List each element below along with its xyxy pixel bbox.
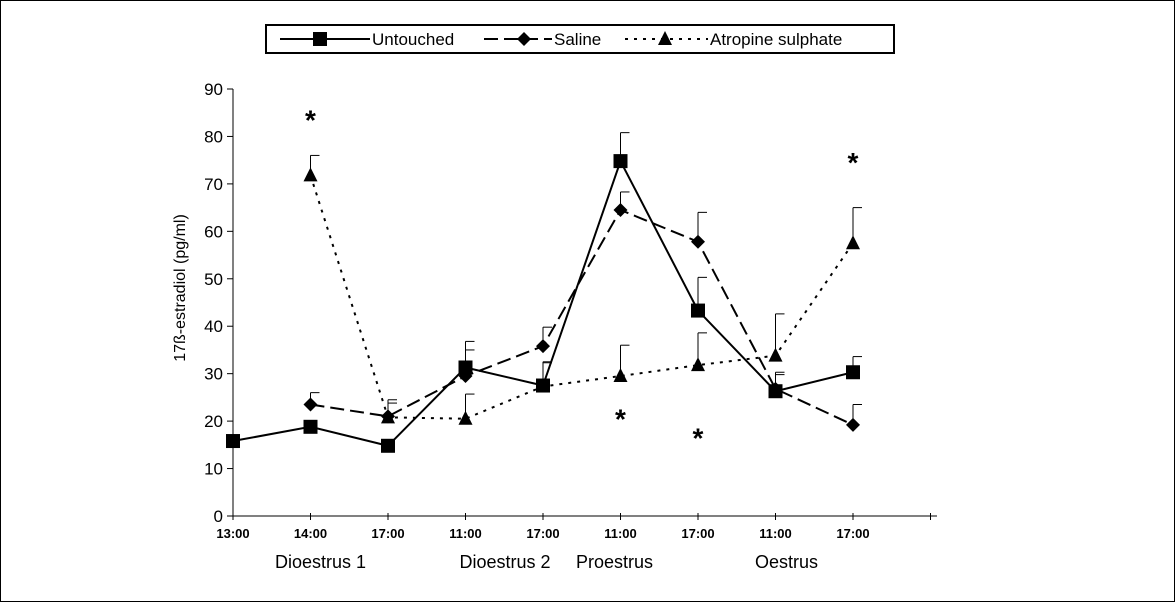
significance-asterisk: * [693,422,704,453]
y-tick-label: 30 [204,365,223,384]
marker-square [769,384,783,398]
significance-asterisk: * [848,147,859,178]
x-group-label: Dioestrus 2 [459,552,550,572]
x-tick-label: 17:00 [371,526,404,541]
marker-square [846,365,860,379]
y-tick-label: 0 [214,507,223,526]
significance-asterisk: * [615,403,626,434]
legend-label: Saline [554,30,601,49]
significance-asterisk: * [305,104,316,135]
x-group-label: Dioestrus 1 [275,552,366,572]
marker-square [459,360,473,374]
legend: Untouched Saline Atropine sulphate [266,25,894,53]
x-tick-label: 17:00 [681,526,714,541]
x-group-label: Proestrus [576,552,653,572]
x-tick-label: 11:00 [449,526,482,541]
y-axis-label: 17ß-estradiol (pg/ml) [172,214,189,362]
x-tick-label: 11:00 [604,526,637,541]
marker-square [313,32,327,46]
y-tick-label: 80 [204,127,223,146]
y-tick-label: 90 [204,80,223,99]
y-tick-label: 50 [204,270,223,289]
marker-square [304,420,318,434]
marker-square [691,304,705,318]
y-tick-label: 70 [204,175,223,194]
x-group-label: Oestrus [755,552,818,572]
x-tick-label: 14:00 [294,526,327,541]
x-tick-label: 11:00 [759,526,792,541]
marker-square [536,379,550,393]
y-tick-label: 60 [204,222,223,241]
y-tick-label: 10 [204,460,223,479]
marker-square [226,434,240,448]
y-tick-label: 20 [204,412,223,431]
legend-label: Atropine sulphate [710,30,842,49]
marker-square [381,439,395,453]
legend-label: Untouched [372,30,454,49]
x-tick-label: 17:00 [836,526,869,541]
x-tick-label: 13:00 [216,526,249,541]
marker-square [614,154,628,168]
x-tick-label: 17:00 [526,526,559,541]
y-tick-label: 40 [204,317,223,336]
